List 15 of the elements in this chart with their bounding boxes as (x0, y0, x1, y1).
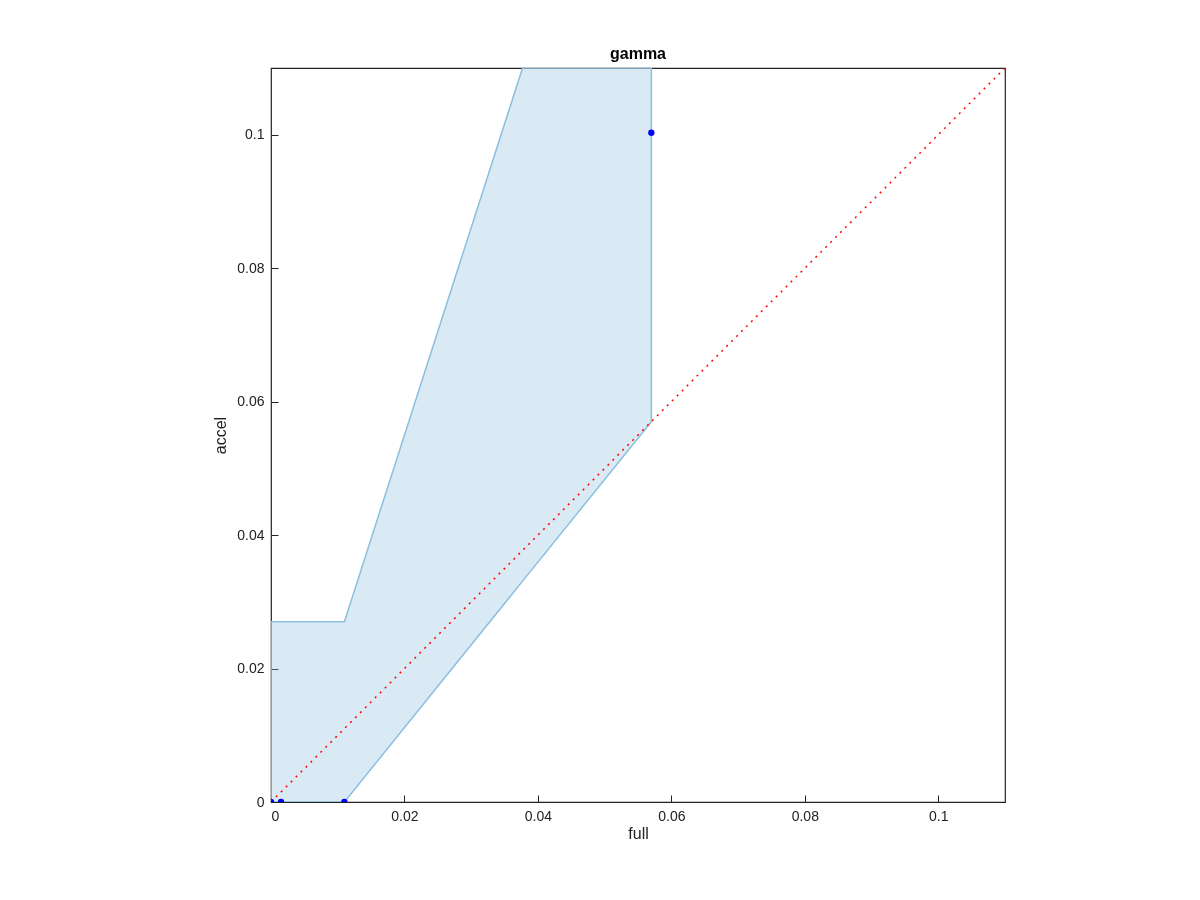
x-tick-label: 0.02 (391, 807, 419, 824)
y-tick-label: 0.04 (237, 526, 265, 543)
y-tick-label: 0.1 (245, 126, 265, 143)
x-tick-label: 0.08 (791, 807, 820, 824)
y-tick-label: 0 (256, 793, 265, 810)
x-tick-label: 0.06 (658, 807, 686, 824)
y-axis-title: accel (212, 416, 230, 455)
x-tick-label: 0 (271, 807, 280, 824)
x-axis-title: full (628, 824, 649, 842)
x-tick-label: 0.04 (524, 807, 553, 824)
chart-title: gamma (609, 45, 667, 62)
y-tick-label: 0.08 (237, 259, 265, 276)
x-tick-label: 0.1 (929, 807, 949, 824)
y-tick-label: 0.06 (237, 393, 265, 410)
y-tick-label: 0.02 (237, 660, 265, 677)
